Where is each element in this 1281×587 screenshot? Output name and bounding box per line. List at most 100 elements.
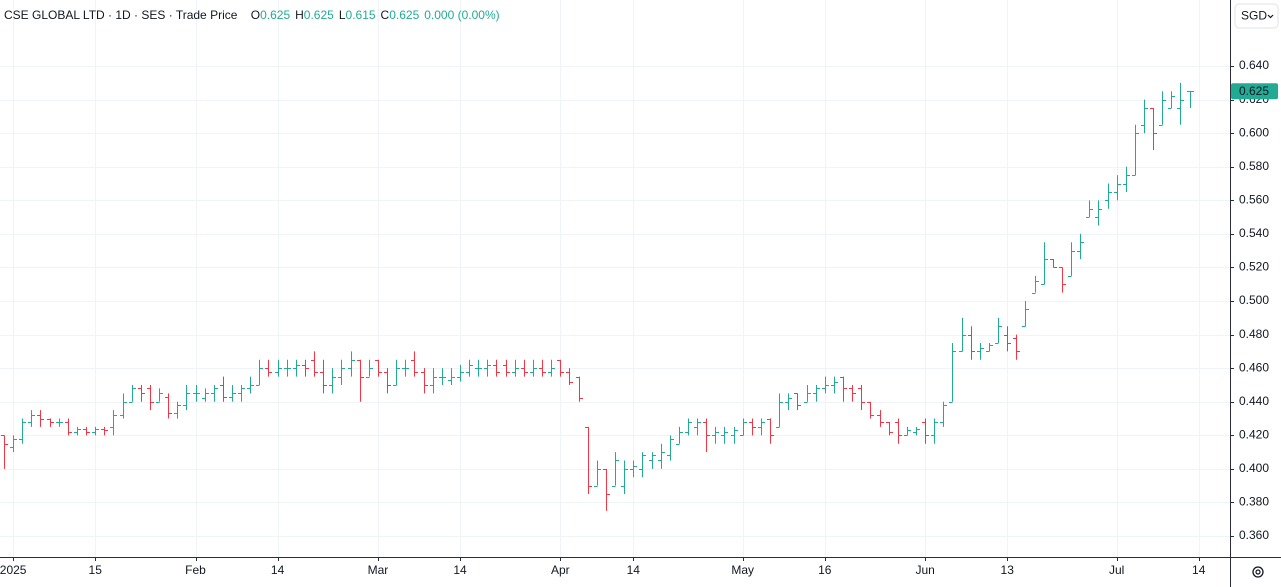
legend-value: 0.625: [389, 8, 419, 22]
currency-label[interactable]: SGD: [1241, 9, 1267, 23]
x-tick-label: Apr: [551, 563, 570, 577]
legend-value: 0.615: [346, 8, 376, 22]
legend: CSE GLOBAL LTD · 1D · SES · Trade Price …: [4, 8, 500, 22]
ohlc-bar: [740, 418, 747, 436]
ohlc-bar: [968, 326, 975, 360]
ohlc-bar: [658, 443, 665, 469]
ohlc-bar: [667, 435, 674, 461]
ohlc-bar: [357, 359, 364, 402]
last-price-tag: [1231, 83, 1278, 100]
ohlc-bar: [694, 418, 701, 436]
x-tick-label: May: [731, 563, 754, 577]
ohlc-bar: [439, 368, 446, 385]
ohlc-bar: [138, 384, 145, 402]
ohlc-bar: [621, 460, 628, 495]
y-tick-label: 0.600: [1239, 125, 1269, 139]
ohlc-bar: [101, 426, 108, 436]
legend-label: H: [295, 8, 304, 22]
ohlc-bar: [1032, 275, 1039, 294]
ohlc-bar: [758, 418, 765, 436]
ohlc-bar: [10, 435, 17, 453]
ohlc-bar: [1168, 91, 1175, 109]
ohlc-bar: [1177, 82, 1184, 125]
ohlc-bar: [366, 359, 373, 378]
ohlc-bar: [247, 376, 254, 394]
ohlc-bar: [311, 351, 318, 377]
x-tick-label: Jul: [1109, 563, 1124, 577]
ohlc-bar: [1004, 326, 1011, 352]
x-tick-label: Mar: [368, 563, 389, 577]
ohlc-bar: [411, 351, 418, 377]
ohlc-bar: [1086, 200, 1093, 218]
x-tick-label: 14: [453, 563, 467, 577]
ohlc-bar: [776, 393, 783, 428]
ohlc-bar: [539, 359, 546, 377]
y-tick-label: 0.640: [1239, 58, 1269, 72]
axes: 0.360 0.380 0.400 0.420 0.440 0.460 0.480 0.500…: [0, 58, 1278, 577]
ohlc-bar: [421, 368, 428, 394]
ohlc-bar: [1114, 175, 1121, 201]
ohlc-bar: [1123, 166, 1130, 192]
ohlc-bar: [238, 384, 245, 402]
ohlc-bar: [293, 359, 300, 377]
legend-label: L: [339, 8, 346, 22]
ohlc-bar: [603, 468, 610, 511]
ohlc-bar: [612, 452, 619, 487]
gear-icon[interactable]: [1252, 566, 1264, 578]
ohlc-bar: [275, 359, 282, 377]
ohlc-bar: [1132, 124, 1139, 176]
ohlc-bar: [466, 359, 473, 377]
ohlc-bar: [265, 359, 272, 377]
ohlc-bar: [1013, 334, 1020, 360]
ohlc-bar: [849, 384, 856, 402]
ohlc-bar: [676, 426, 683, 445]
y-tick-label: 0.520: [1239, 260, 1269, 274]
ohlc-bar: [193, 384, 200, 402]
ohlc-bar: [156, 388, 163, 403]
chevron-icon: [1267, 14, 1274, 19]
y-tick-label: 0.420: [1239, 427, 1269, 441]
ohlc-bar: [256, 359, 263, 386]
ohlc-bar: [92, 426, 99, 436]
ohlc-bar: [794, 393, 801, 411]
y-tick-label: 0.460: [1239, 360, 1269, 374]
ohlc-bar: [1059, 267, 1066, 293]
ohlc-bar: [503, 359, 510, 377]
ohlc-bar: [877, 410, 884, 427]
ohlc-bar: [867, 401, 874, 419]
ohlc-bar: [1150, 108, 1157, 150]
y-tick-label: 0.400: [1239, 461, 1269, 475]
currency-button[interactable]: SGD: [1234, 3, 1279, 29]
x-tick-label: 14: [271, 563, 285, 577]
ohlc-bar: [83, 426, 90, 436]
ohlc-bar: [585, 426, 592, 495]
settings-button[interactable]: [1252, 566, 1264, 578]
ohlc-bar: [284, 359, 291, 377]
ohlc-bar: [402, 359, 409, 377]
ohlc-bar: [940, 401, 947, 427]
ohlc-bar: [28, 410, 35, 427]
ohlc-bar: [320, 359, 327, 394]
ohlc-bar: [548, 359, 555, 377]
ohlc-bar: [74, 426, 81, 436]
ohlc-bar: [557, 359, 564, 377]
ohlc-bar: [822, 376, 829, 394]
ohlc-bar: [959, 317, 966, 352]
ohlc-bar: [995, 317, 1002, 344]
y-tick-label: 0.480: [1239, 327, 1269, 341]
ohlc-bar: [630, 460, 637, 478]
ohlc-bar: [129, 384, 136, 403]
y-tick-label: 0.560: [1239, 193, 1269, 207]
ohlc-bar: [110, 410, 117, 436]
ohlc-bar: [566, 368, 573, 385]
ohlc-bar: [1041, 242, 1048, 285]
currency-button-box[interactable]: [1234, 3, 1279, 29]
ohlc-bar: [886, 421, 893, 436]
x-tick-label: 2025: [0, 563, 27, 577]
ohlc-bar: [831, 376, 838, 394]
ohlc-bar: [202, 388, 209, 402]
x-tick-label: 14: [1192, 563, 1206, 577]
x-tick-label: Jun: [915, 563, 934, 577]
ohlc-bar: [493, 359, 500, 377]
ohlc-bar: [1187, 91, 1194, 109]
